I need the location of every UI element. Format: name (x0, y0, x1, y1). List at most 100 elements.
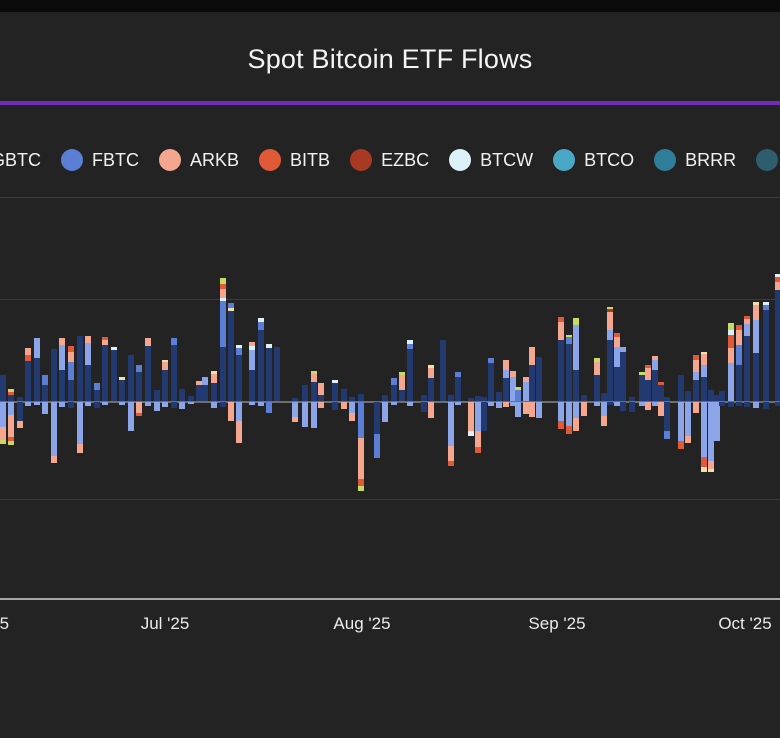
bar-segment-bitb[interactable] (701, 457, 707, 467)
bar-segment-ibit[interactable] (645, 380, 651, 401)
bar-segment-gbtc[interactable] (566, 402, 572, 426)
bar-segment-bitb[interactable] (8, 392, 14, 395)
bar-segment-gbtc[interactable] (448, 402, 454, 446)
bar-segment-gbtc[interactable] (510, 402, 516, 406)
bar-segment-arkb[interactable] (558, 322, 564, 340)
bar-segment-ibit[interactable] (332, 383, 338, 401)
bar-segment-other[interactable] (119, 377, 125, 380)
bar-segment-btc[interactable] (594, 358, 600, 362)
bar-segment-gbtc[interactable] (249, 350, 255, 370)
bar-segment-arkb[interactable] (25, 348, 31, 355)
bar-segment-gbtc[interactable] (678, 402, 684, 441)
bar-segment-ibit[interactable] (34, 358, 40, 401)
bar-segment-btcw[interactable] (763, 302, 769, 305)
bar-segment-ibit[interactable] (744, 402, 750, 407)
bar-segment-ibit[interactable] (496, 392, 502, 401)
bar-segment-gbtc[interactable] (475, 402, 481, 431)
bar-segment-btcw[interactable] (407, 340, 413, 344)
bar-segment-gbtc[interactable] (51, 402, 57, 456)
bar-segment-gbtc[interactable] (594, 402, 600, 406)
bar-segment-btcw[interactable] (220, 298, 226, 301)
bar-segment-fbtc[interactable] (455, 372, 461, 377)
bar-segment-ibit[interactable] (529, 365, 535, 401)
bar-segment-gbtc[interactable] (59, 345, 65, 370)
bar-segment-ibit[interactable] (94, 402, 100, 408)
bar-segment-gbtc[interactable] (488, 402, 494, 406)
bar-segment-arkb[interactable] (573, 418, 579, 431)
bar-segment-arkb[interactable] (728, 348, 734, 363)
bar-segment-ibit[interactable] (639, 375, 645, 401)
bar-segment-ibit[interactable] (421, 402, 427, 412)
bar-segment-arkb[interactable] (0, 427, 6, 440)
bar-segment-arkb[interactable] (645, 368, 651, 380)
bar-segment-gbtc[interactable] (25, 402, 31, 406)
bar-segment-gbtc[interactable] (536, 402, 542, 418)
bar-segment-fbtc[interactable] (94, 383, 100, 390)
bar-segment-gbtc[interactable] (614, 347, 620, 367)
bar-segment-gbtc[interactable] (128, 402, 134, 431)
bar-segment-other[interactable] (162, 360, 168, 362)
bar-segment-other[interactable] (428, 365, 434, 368)
bar-segment-arkb[interactable] (51, 456, 57, 463)
bar-segment-ibit[interactable] (448, 395, 454, 401)
bar-segment-other[interactable] (701, 467, 707, 472)
bar-segment-gbtc[interactable] (391, 402, 397, 405)
bar-segment-arkb[interactable] (614, 337, 620, 347)
bar-segment-arkb[interactable] (468, 402, 474, 431)
bar-segment-arkb[interactable] (744, 319, 750, 324)
legend-item-btco[interactable]: BTCO (553, 149, 634, 171)
bar-segment-ibit[interactable] (25, 361, 31, 401)
bar-segment-ibit[interactable] (111, 350, 117, 401)
bar-segment-fbtc[interactable] (407, 344, 413, 349)
bar-segment-ibit[interactable] (614, 367, 620, 401)
bar-segment-bitb[interactable] (220, 284, 226, 289)
bar-segment-arkb[interactable] (601, 416, 607, 426)
bar-segment-gbtc[interactable] (77, 402, 83, 444)
bar-segment-ibit[interactable] (775, 402, 780, 406)
bar-segment-bitb[interactable] (645, 365, 651, 368)
bar-segment-btc[interactable] (639, 372, 645, 375)
bar-segment-arkb[interactable] (292, 417, 298, 422)
bar-segment-fbtc[interactable] (358, 402, 364, 438)
legend-item-fbtc[interactable]: FBTC (61, 149, 139, 171)
bar-segment-gbtc[interactable] (601, 402, 607, 416)
bar-segment-ibit[interactable] (440, 340, 446, 401)
bar-segment-ibit[interactable] (0, 375, 6, 401)
bar-segment-ibit[interactable] (145, 346, 151, 401)
bar-segment-btc[interactable] (728, 323, 734, 330)
bar-segment-ibit[interactable] (594, 375, 600, 401)
bar-segment-ibit[interactable] (719, 402, 725, 406)
bar-segment-bitb[interactable] (558, 317, 564, 322)
bar-segment-ibit[interactable] (775, 290, 780, 401)
bar-segment-gbtc[interactable] (652, 360, 658, 370)
bar-segment-ibit[interactable] (8, 395, 14, 401)
bar-segment-gbtc[interactable] (59, 402, 65, 407)
legend-item-bitb[interactable]: BITB (259, 149, 330, 171)
bar-segment-gbtc[interactable] (510, 377, 516, 401)
bar-segment-fbtc[interactable] (171, 338, 177, 345)
bar-segment-bitb[interactable] (566, 426, 572, 434)
bar-segment-gbtc[interactable] (515, 402, 521, 417)
bar-segment-gbtc[interactable] (693, 372, 699, 380)
bar-segment-gbtc[interactable] (249, 402, 255, 405)
bar-segment-ibit[interactable] (407, 349, 413, 401)
bar-segment-ibit[interactable] (620, 352, 626, 401)
bar-segment-arkb[interactable] (349, 413, 355, 421)
bar-segment-arkb[interactable] (341, 402, 347, 409)
bar-segment-btc[interactable] (8, 441, 14, 445)
bar-segment-gbtc[interactable] (179, 402, 185, 409)
bar-segment-gbtc[interactable] (614, 402, 620, 406)
bar-segment-btc[interactable] (0, 440, 6, 444)
bar-segment-other[interactable] (708, 469, 714, 472)
bar-segment-btcw[interactable] (332, 380, 338, 383)
bar-segment-btcw[interactable] (266, 344, 272, 348)
bar-segment-arkb[interactable] (236, 421, 242, 443)
bar-segment-fbtc[interactable] (236, 348, 242, 355)
bar-segment-ibit[interactable] (719, 391, 725, 401)
bar-segment-ibit[interactable] (708, 390, 714, 401)
bar-segment-gbtc[interactable] (701, 402, 707, 457)
bar-segment-ibit[interactable] (536, 357, 542, 401)
bar-segment-fbtc[interactable] (664, 431, 670, 439)
bar-segment-ibit[interactable] (42, 385, 48, 401)
bar-segment-btcw[interactable] (775, 274, 780, 277)
